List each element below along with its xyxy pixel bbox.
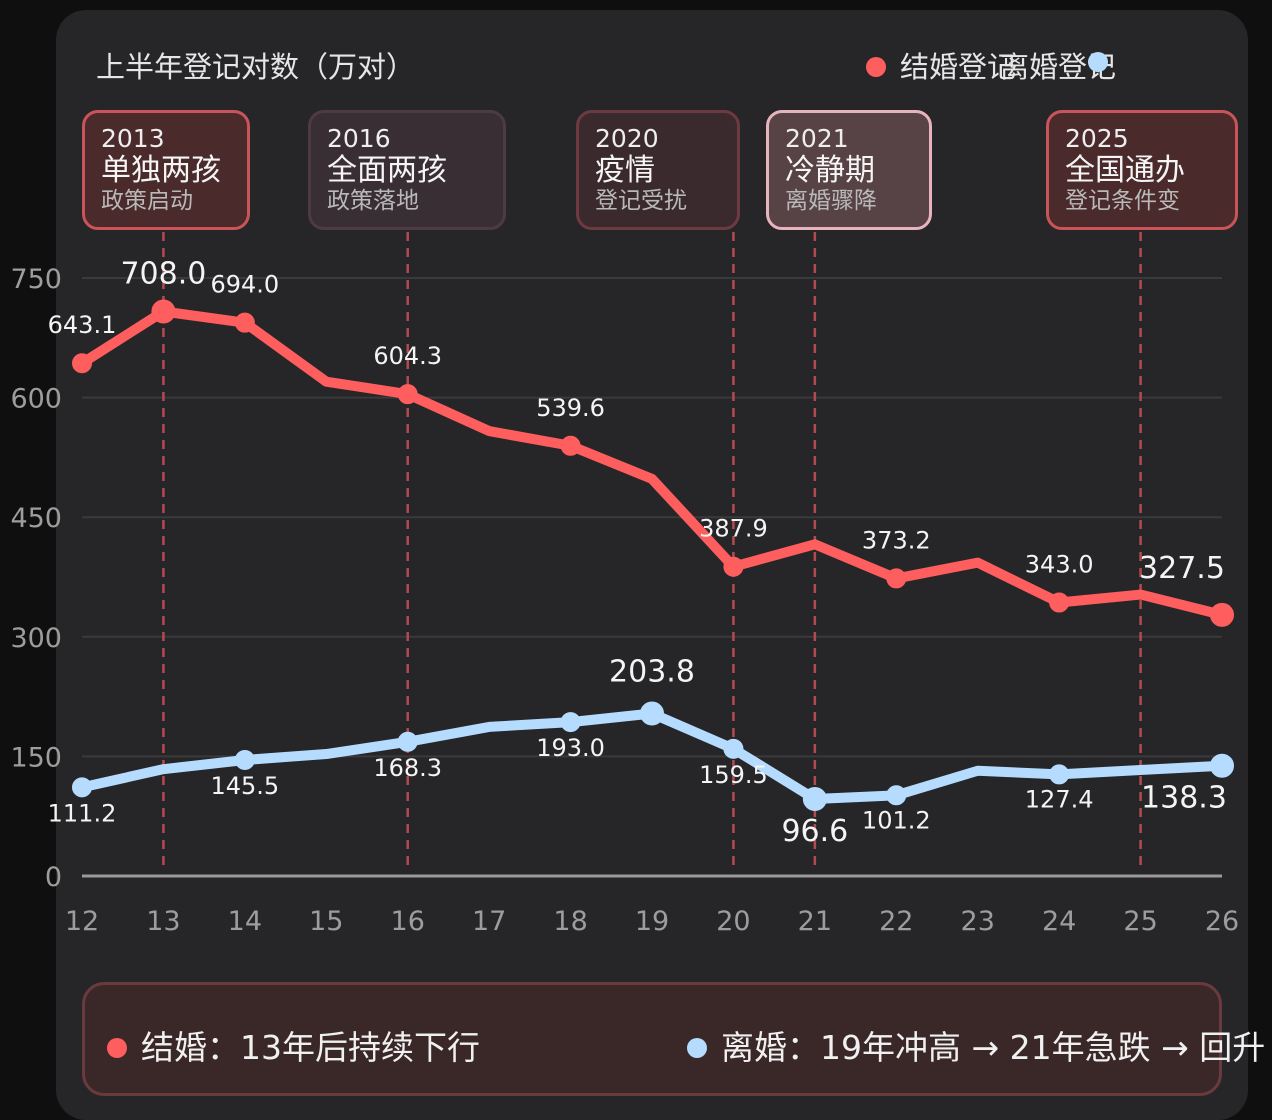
- chart-title: 上半年登记对数（万对）: [96, 50, 416, 84]
- x-tick-label: 21: [798, 906, 832, 937]
- event-subtitle: 政策落地: [327, 188, 419, 215]
- x-tick-label: 16: [391, 906, 425, 937]
- event-box-2013: 2013 单独两孩 政策启动: [82, 110, 250, 230]
- x-tick-label: 18: [553, 906, 587, 937]
- marriage-data-label: 373.2: [862, 526, 931, 554]
- event-year: 2016: [327, 124, 391, 153]
- event-subtitle: 离婚骤降: [785, 188, 877, 215]
- divorce-data-label: 96.6: [781, 814, 848, 849]
- summary-divorce: 离婚：19年冲高 → 21年急跌 → 回升: [687, 1021, 1265, 1069]
- x-tick-label: 22: [879, 906, 913, 937]
- x-tick-label: 12: [65, 906, 99, 937]
- event-title: 全国通办: [1065, 152, 1185, 188]
- event-title: 全面两孩: [327, 152, 447, 188]
- divorce-point: [234, 749, 255, 770]
- event-title: 单独两孩: [101, 152, 221, 188]
- marriage-point: [397, 384, 418, 405]
- y-tick-label: 150: [10, 742, 62, 773]
- divorce-point: [1049, 764, 1070, 785]
- marriage-point: [560, 435, 581, 456]
- marriage-point: [234, 312, 255, 333]
- event-title: 疫情: [595, 152, 655, 188]
- marriage-data-label: 539.6: [536, 394, 605, 422]
- x-tick-label: 24: [1042, 906, 1076, 937]
- event-subtitle: 政策启动: [101, 188, 193, 215]
- x-tick-label: 17: [472, 906, 506, 937]
- event-subtitle: 登记条件变: [1065, 188, 1180, 215]
- event-year: 2025: [1065, 124, 1129, 153]
- divorce-point: [72, 777, 92, 798]
- marriage-data-label: 694.0: [210, 271, 279, 299]
- summary-box: 结婚：13年后持续下行 离婚：19年冲高 → 21年急跌 → 回升: [82, 982, 1265, 1096]
- divorce-point: [802, 786, 827, 811]
- divorce-data-label: 138.3: [1141, 781, 1227, 816]
- event-box-2020: 2020 疫情 登记受扰: [576, 110, 740, 230]
- divorce-point: [1210, 753, 1234, 778]
- marriage-legend-dot-icon: [866, 57, 886, 77]
- divorce-data-label: 159.5: [699, 761, 768, 789]
- marriage-data-label: 387.9: [699, 515, 768, 543]
- event-title: 冷静期: [785, 152, 875, 188]
- y-tick-label: 300: [10, 623, 62, 654]
- marriage-point: [1210, 602, 1234, 627]
- event-year: 2020: [595, 124, 659, 153]
- marriage-point: [151, 299, 176, 324]
- divorce-data-label: 101.2: [862, 806, 931, 834]
- divorce-data-label: 145.5: [210, 772, 279, 800]
- x-tick-label: 25: [1123, 906, 1157, 937]
- marriage-data-label: 643.1: [48, 311, 117, 339]
- marriage-dot-icon: [107, 1037, 127, 1058]
- marriage-data-label: 343.0: [1025, 551, 1094, 579]
- divorce-point: [886, 785, 907, 806]
- line-chart: 0 150 300 450 600 750 12 13 14 15 16 17 18 19 20 21 22 23…: [10, 232, 1239, 937]
- summary-marriage-text: 结婚：13年后持续下行: [141, 1028, 480, 1067]
- event-year: 2021: [785, 124, 849, 153]
- legend-marriage: 结婚登记: [866, 44, 1016, 86]
- event-box-2021: 2021 冷静期 离婚骤降: [766, 110, 932, 230]
- x-tick-label: 14: [228, 906, 262, 937]
- x-tick-label: 15: [309, 906, 343, 937]
- divorce-point: [723, 738, 744, 759]
- event-box-2016: 2016 全面两孩 政策落地: [308, 110, 506, 230]
- divorce-point: [640, 701, 664, 726]
- summary-divorce-text: 离婚：19年冲高 → 21年急跌 → 回升: [721, 1028, 1266, 1067]
- marriage-point: [1049, 592, 1070, 613]
- y-tick-label: 450: [10, 503, 62, 534]
- divorce-dot-icon: [687, 1037, 707, 1058]
- marriage-data-label: 327.5: [1139, 551, 1225, 586]
- x-tick-label: 23: [961, 906, 995, 937]
- x-tick-label: 20: [716, 906, 750, 937]
- divorce-data-label: 168.3: [373, 754, 442, 782]
- x-tick-label: 13: [146, 906, 180, 937]
- marriage-point: [72, 353, 92, 374]
- x-tick-label: 26: [1205, 906, 1239, 937]
- event-year: 2013: [101, 124, 165, 153]
- legend-divorce: 离婚登记: [1000, 44, 1116, 86]
- y-tick-label: 0: [45, 862, 62, 893]
- summary-marriage: 结婚：13年后持续下行: [107, 1021, 480, 1069]
- divorce-point: [560, 712, 581, 733]
- divorce-data-label: 127.4: [1025, 785, 1094, 813]
- marriage-data-label: 708.0: [120, 256, 206, 291]
- event-subtitle: 登记受扰: [595, 188, 687, 215]
- marriage-data-label: 604.3: [373, 342, 442, 370]
- legend-marriage-label: 结婚登记: [900, 50, 1017, 84]
- divorce-data-label: 111.2: [48, 799, 117, 827]
- marriage-series-line: [77, 306, 1227, 620]
- marriage-point: [723, 556, 744, 577]
- divorce-data-label: 193.0: [536, 734, 605, 762]
- y-tick-label: 750: [10, 264, 62, 295]
- y-tick-label: 600: [10, 384, 62, 415]
- marriage-point: [886, 568, 907, 589]
- event-box-2025: 2025 全国通办 登记条件变: [1046, 110, 1238, 230]
- x-tick-label: 19: [635, 906, 669, 937]
- divorce-point: [397, 731, 418, 752]
- divorce-data-label: 203.8: [609, 655, 695, 690]
- divorce-legend-dot-icon: [1088, 52, 1108, 72]
